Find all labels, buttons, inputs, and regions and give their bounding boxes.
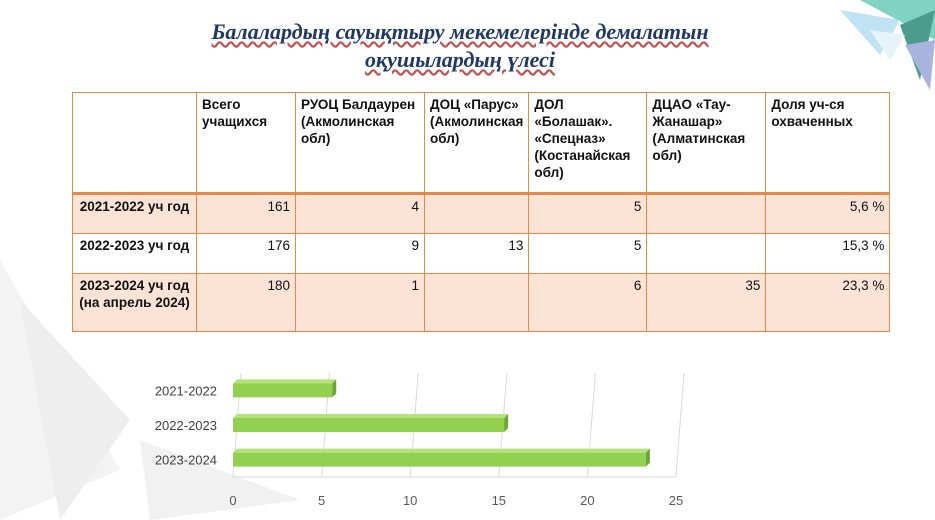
cell: 13 <box>425 234 529 274</box>
bar-top <box>233 379 336 383</box>
bar <box>233 453 646 467</box>
bar <box>233 383 332 397</box>
table-row: 2021-2022 уч год 161 4 5 5,6 % <box>73 194 890 234</box>
cell: 176 <box>197 234 296 274</box>
header-ruots: РУОЦ Балдаурен (Акмолинская обл) <box>296 93 425 194</box>
title-line-1: Балалардың сауықтыру мекемелерінде демал… <box>150 18 770 46</box>
cell: 5,6 % <box>766 194 890 234</box>
bar-top <box>233 414 508 418</box>
cell: 5 <box>529 234 647 274</box>
header-cell-empty <box>73 93 197 194</box>
cell <box>425 194 529 234</box>
cell: 161 <box>197 194 296 234</box>
cell <box>647 194 766 234</box>
cell: 4 <box>296 194 425 234</box>
page-title: Балалардың сауықтыру мекемелерінде демал… <box>150 18 770 74</box>
header-dol: ДОЛ «Болашак». «Спецназ» (Костанайская о… <box>529 93 647 194</box>
cell: 5 <box>529 194 647 234</box>
x-tick-label: 15 <box>492 493 506 508</box>
y-category-label: 2022-2023 <box>155 418 217 433</box>
y-category-label: 2021-2022 <box>155 383 217 398</box>
cell: 1 <box>296 274 425 332</box>
cell: 9 <box>296 234 425 274</box>
row-year: 2022-2023 уч год <box>73 234 197 274</box>
cell: 15,3 % <box>766 234 890 274</box>
cell: 180 <box>197 274 296 332</box>
cell: 23,3 % <box>766 274 890 332</box>
header-dots: ДОЦ «Парус» (Акмолинская обл) <box>425 93 529 194</box>
table-header-row: Всего учащихся РУОЦ Балдаурен (Акмолинск… <box>73 93 890 194</box>
cell <box>425 274 529 332</box>
table-row: 2022-2023 уч год 176 9 13 5 15,3 % <box>73 234 890 274</box>
cell: 35 <box>647 274 766 332</box>
x-tick-label: 20 <box>580 493 594 508</box>
x-tick-label: 10 <box>403 493 417 508</box>
x-tick-label: 5 <box>318 493 325 508</box>
x-tick-label: 25 <box>669 493 683 508</box>
bar-top <box>233 449 650 453</box>
x-tick-label: 0 <box>229 493 236 508</box>
row-year: 2023-2024 уч год (на апрель 2024) <box>73 274 197 332</box>
gridline <box>676 373 684 477</box>
table-row: 2023-2024 уч год (на апрель 2024) 180 1 … <box>73 274 890 332</box>
title-line-2: оқушылардың үлесі <box>150 46 770 74</box>
cell <box>647 234 766 274</box>
header-share: Доля уч-ся охваченных <box>766 93 890 194</box>
bar-chart: 0 5 10 15 20 25 2021-2022 2022-2023 2023-2024 <box>130 365 710 515</box>
bar <box>233 418 504 432</box>
row-year: 2021-2022 уч год <box>73 194 197 234</box>
y-category-label: 2023-2024 <box>155 453 217 468</box>
header-dtsao: ДЦАО «Тау-Жанашар» (Алматинская обл) <box>647 93 766 194</box>
data-table: Всего учащихся РУОЦ Балдаурен (Акмолинск… <box>72 92 890 332</box>
header-total: Всего учащихся <box>197 93 296 194</box>
cell: 6 <box>529 274 647 332</box>
